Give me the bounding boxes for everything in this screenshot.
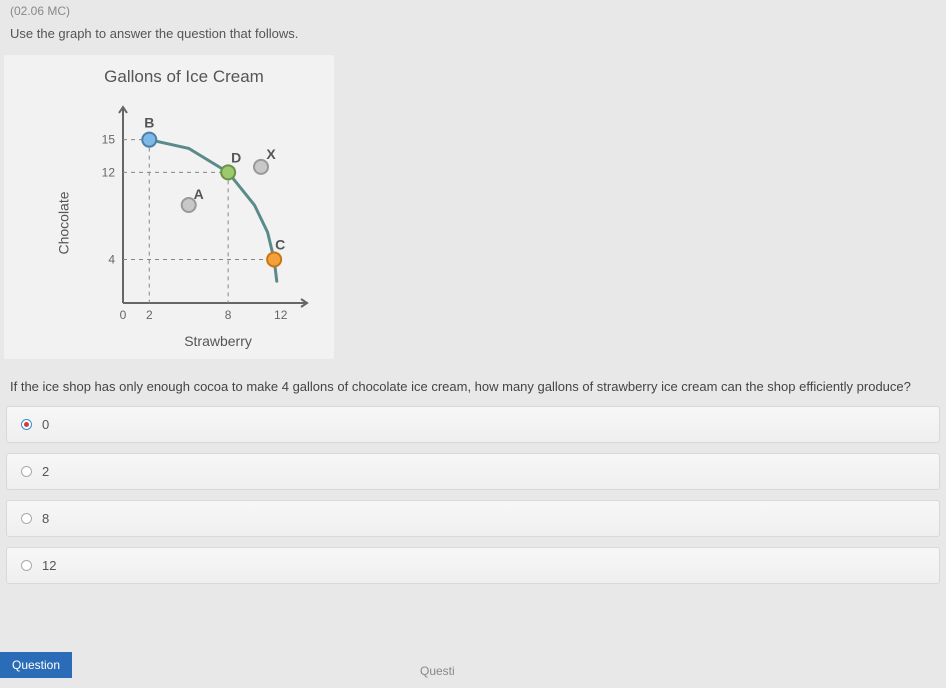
option-label: 2 [42,464,49,479]
answer-option-12[interactable]: 12 [6,547,940,584]
svg-text:B: B [144,115,154,131]
radio-icon[interactable] [21,560,32,571]
radio-icon[interactable] [21,513,32,524]
answer-options: 0 2 8 12 [0,406,946,584]
footer-cutoff-text: Questi [420,664,455,678]
option-label: 12 [42,558,56,573]
x-axis-label: Strawberry [184,333,252,349]
svg-text:12: 12 [102,165,116,179]
svg-text:D: D [231,149,241,165]
chart-title: Gallons of Ice Cream [52,67,316,87]
answer-option-8[interactable]: 8 [6,500,940,537]
option-label: 0 [42,417,49,432]
svg-text:12: 12 [274,308,288,322]
answer-option-2[interactable]: 2 [6,453,940,490]
chart-container: Gallons of Ice Cream Chocolate 4 12 15 0 2 8 1… [4,55,334,359]
question-code: (02.06 MC) [0,0,946,26]
answer-option-0[interactable]: 0 [6,406,940,443]
svg-text:A: A [194,186,204,202]
question-button[interactable]: Question [0,652,72,678]
question-text: If the ice shop has only enough cocoa to… [0,359,946,406]
radio-icon[interactable] [21,466,32,477]
instruction-text: Use the graph to answer the question tha… [0,26,946,55]
svg-text:C: C [275,236,285,252]
svg-text:8: 8 [225,308,232,322]
svg-text:4: 4 [108,252,115,266]
svg-text:15: 15 [102,133,116,147]
ppf-chart: 4 12 15 0 2 8 12 B D X A C [89,97,319,327]
svg-text:0: 0 [120,308,127,322]
svg-text:X: X [266,146,276,162]
option-label: 8 [42,511,49,526]
y-axis-label: Chocolate [56,191,72,254]
radio-icon[interactable] [21,419,32,430]
svg-text:2: 2 [146,308,153,322]
